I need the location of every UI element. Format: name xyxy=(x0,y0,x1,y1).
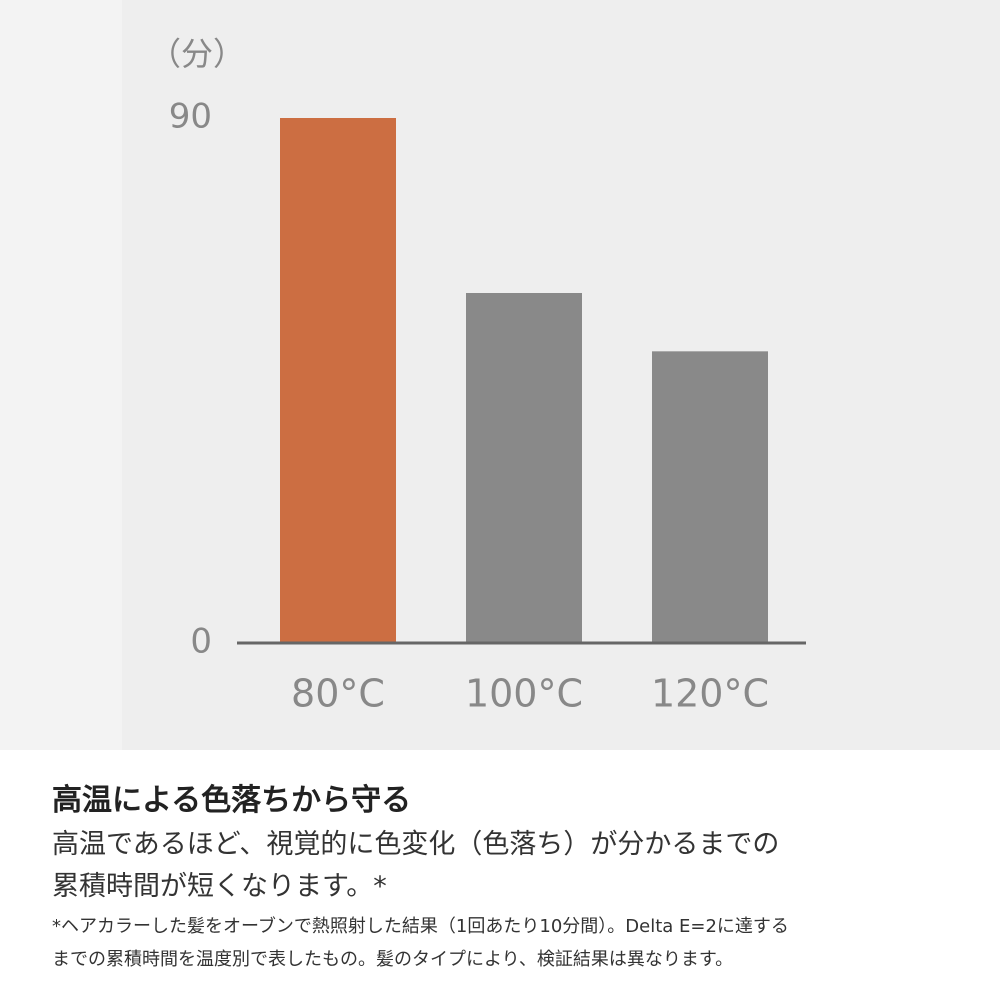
bar xyxy=(652,351,768,643)
heading: 高温による色落ちから守る xyxy=(52,783,412,818)
bar xyxy=(466,293,582,643)
x-tick-label: 120°C xyxy=(651,672,769,716)
bar xyxy=(280,118,396,643)
x-tick-label: 80°C xyxy=(291,672,385,716)
caption: 高温による色落ちから守る 高温であるほど、視覚的に色変化（色落ち）が分かるまでの… xyxy=(52,778,982,976)
y-tick-label: 90 xyxy=(169,97,212,137)
body-line: 累積時間が短くなります。* xyxy=(52,871,387,902)
x-tick-label: 100°C xyxy=(465,672,583,716)
footnote-line: *ヘアカラーした髪をオーブンで熱照射した結果（1回あたり10分間）。Delta … xyxy=(52,916,789,937)
y-axis-label: （分） xyxy=(149,35,245,73)
chart: （分） 0 90 80°C 100°C 120°C xyxy=(0,0,1000,750)
y-tick-label: 0 xyxy=(190,622,212,662)
footnote-line: までの累積時間を温度別で表したもの。髪のタイプにより、検証結果は異なります。 xyxy=(52,949,734,970)
body-line: 高温であるほど、視覚的に色変化（色落ち）が分かるまでの xyxy=(52,829,780,860)
